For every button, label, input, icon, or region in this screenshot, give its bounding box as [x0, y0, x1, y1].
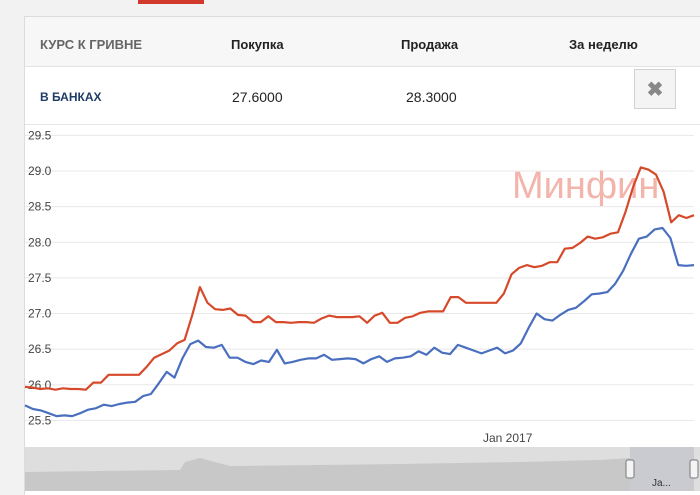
table-header: КУРС К ГРИВНЕ Покупка Продажа За неделю	[25, 17, 700, 67]
banks-row-label: В БАНКАХ	[40, 90, 102, 104]
active-tab-indicator	[138, 0, 204, 4]
x-tick-label: Jan 2017	[483, 431, 533, 445]
close-button[interactable]: ✖	[634, 69, 676, 109]
navigator-selected-range	[630, 447, 694, 491]
series-line-2	[24, 226, 695, 418]
exchange-rate-widget: КУРС К ГРИВНЕ Покупка Продажа За неделю …	[24, 16, 700, 495]
navigator-series-area	[25, 458, 630, 491]
y-tick-label: 25.5	[28, 413, 52, 427]
y-tick-label: 29.0	[28, 164, 52, 178]
series-line-1	[24, 166, 695, 391]
navigator-label: Ja...	[652, 478, 671, 489]
sell-column-header: Продажа	[401, 37, 459, 52]
y-tick-label: 28.0	[28, 235, 52, 249]
sell-value: 28.3000	[406, 89, 457, 105]
week-column-header[interactable]: За неделю	[569, 37, 638, 52]
y-tick-label: 29.5	[28, 128, 52, 142]
navigator-right-handle[interactable]	[689, 459, 699, 479]
table-row[interactable]: В БАНКАХ 27.6000 28.3000	[25, 67, 700, 125]
navigator-left-handle[interactable]	[625, 459, 635, 479]
y-tick-label: 26.5	[28, 342, 52, 356]
rate-column-header: КУРС К ГРИВНЕ	[40, 37, 143, 52]
watermark: Минфин	[512, 165, 659, 207]
y-tick-label: 27.5	[28, 271, 52, 285]
y-tick-label: 27.0	[28, 307, 52, 321]
buy-value: 27.6000	[232, 89, 283, 105]
y-tick-label: 28.5	[28, 200, 52, 214]
buy-column-header: Покупка	[231, 37, 284, 52]
close-icon: ✖	[646, 78, 664, 101]
